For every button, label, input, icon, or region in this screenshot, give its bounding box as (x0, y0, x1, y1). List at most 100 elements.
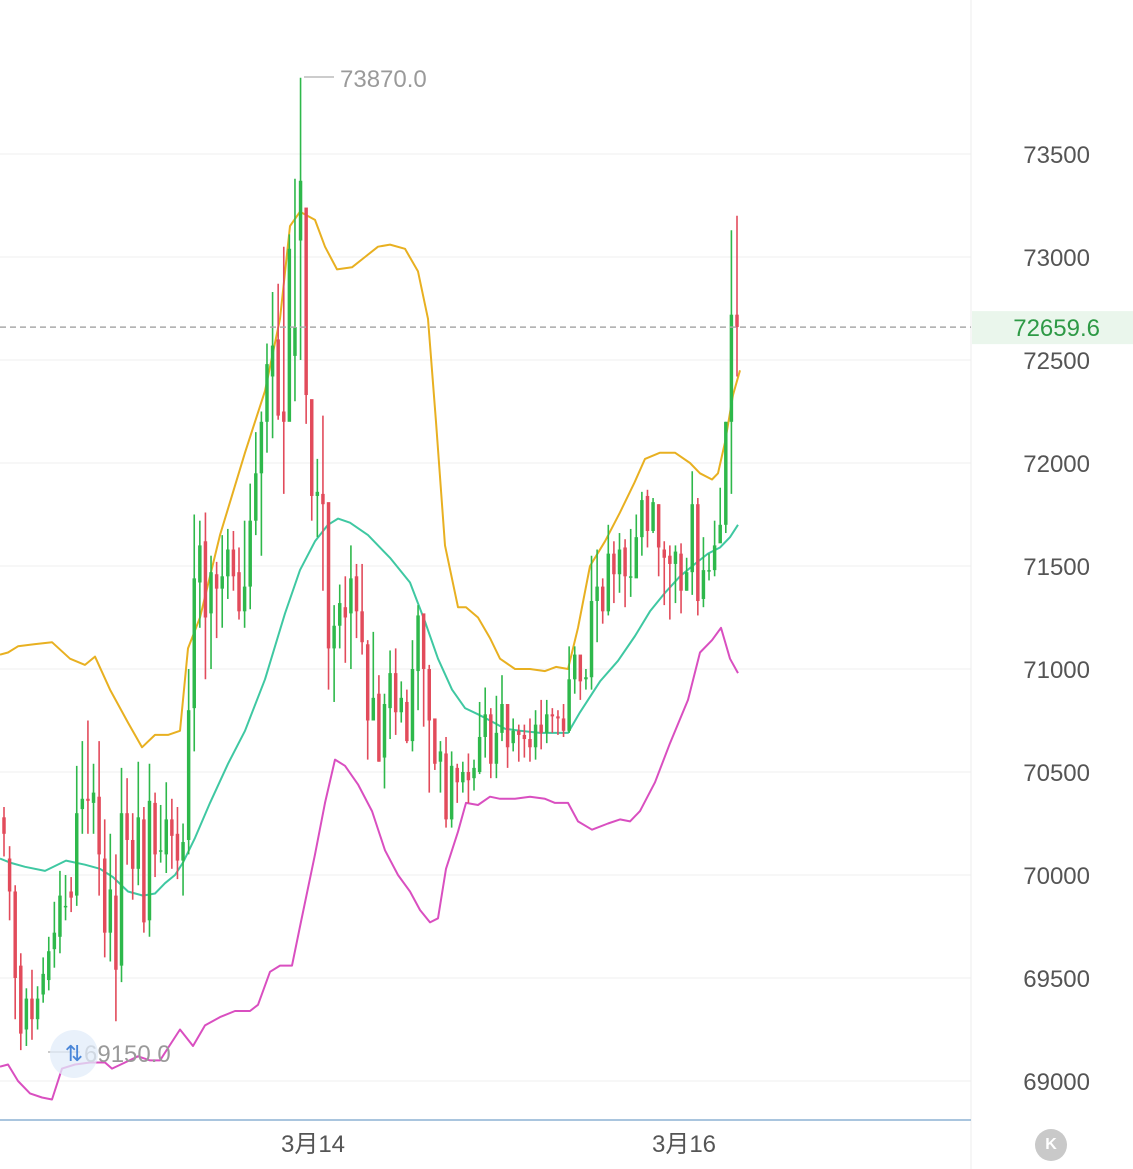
candle-33[interactable] (186, 669, 191, 855)
candle-16[interactable] (91, 763, 96, 834)
candle-24[interactable] (136, 761, 141, 886)
candle-84[interactable] (472, 759, 476, 791)
candle-52[interactable] (293, 178, 297, 402)
candle-47[interactable] (265, 343, 269, 453)
candle-43[interactable] (242, 520, 247, 628)
candle-78[interactable] (438, 741, 443, 793)
candle-69[interactable] (388, 650, 392, 740)
candle-14[interactable] (80, 741, 85, 834)
candle-1[interactable] (7, 846, 12, 921)
candle-104[interactable] (584, 669, 588, 690)
candle-5[interactable] (30, 969, 34, 1040)
candle-60[interactable] (337, 584, 342, 649)
candle-23[interactable] (130, 813, 135, 900)
candle-42[interactable] (237, 547, 241, 620)
candle-98[interactable] (550, 708, 555, 733)
candle-22[interactable] (125, 778, 129, 865)
candle-95[interactable] (533, 710, 538, 760)
candle-59[interactable] (332, 605, 336, 702)
candle-32[interactable] (181, 823, 185, 896)
candle-62[interactable] (349, 545, 353, 669)
candle-112[interactable] (628, 528, 633, 597)
candle-92[interactable] (517, 724, 521, 762)
candle-117[interactable] (656, 504, 661, 577)
candle-101[interactable] (567, 646, 571, 733)
candle-48[interactable] (270, 292, 275, 439)
candle-72[interactable] (405, 689, 409, 744)
candle-130[interactable] (729, 230, 734, 494)
candle-39[interactable] (220, 535, 224, 628)
candle-70[interactable] (393, 648, 398, 735)
candle-114[interactable] (640, 491, 644, 556)
candle-10[interactable] (58, 870, 62, 954)
candle-26[interactable] (147, 763, 152, 937)
candle-88[interactable] (494, 695, 499, 779)
candle-58[interactable] (326, 502, 331, 690)
candle-121[interactable] (679, 543, 683, 614)
candle-122[interactable] (684, 557, 689, 591)
candle-55[interactable] (310, 399, 314, 521)
candle-93[interactable] (522, 724, 527, 758)
swap-arrows-icon[interactable]: ⇅ (50, 1030, 98, 1078)
candle-19[interactable] (108, 833, 113, 962)
candle-126[interactable] (707, 553, 711, 581)
candle-27[interactable] (153, 792, 157, 878)
candle-46[interactable] (259, 411, 264, 556)
candle-36[interactable] (203, 512, 208, 680)
candle-8[interactable] (47, 936, 51, 991)
candle-53[interactable] (298, 77, 303, 360)
candle-31[interactable] (175, 807, 180, 880)
candle-100[interactable] (561, 704, 566, 737)
candle-41[interactable] (231, 530, 236, 591)
candle-64[interactable] (360, 563, 364, 655)
candle-28[interactable] (158, 804, 163, 863)
candle-87[interactable] (489, 708, 493, 779)
candle-109[interactable] (612, 541, 616, 604)
candle-74[interactable] (416, 605, 420, 711)
candle-44[interactable] (248, 483, 252, 610)
candle-0[interactable] (2, 807, 6, 857)
candle-54[interactable] (304, 207, 308, 424)
candle-75[interactable] (421, 613, 426, 727)
candle-118[interactable] (662, 541, 666, 606)
candle-51[interactable] (287, 234, 292, 422)
candle-82[interactable] (461, 761, 465, 793)
candle-61[interactable] (343, 576, 348, 663)
candle-116[interactable] (651, 498, 655, 534)
candle-115[interactable] (645, 489, 650, 548)
candle-30[interactable] (170, 798, 174, 869)
candle-124[interactable] (696, 498, 700, 616)
candle-34[interactable] (192, 514, 196, 752)
candle-21[interactable] (119, 767, 124, 983)
candle-111[interactable] (623, 539, 627, 608)
candle-107[interactable] (600, 578, 605, 624)
candle-85[interactable] (477, 701, 482, 775)
candle-57[interactable] (321, 415, 325, 591)
candle-13[interactable] (75, 765, 79, 906)
candle-127[interactable] (712, 520, 717, 577)
candle-50[interactable] (282, 246, 286, 494)
candle-68[interactable] (382, 693, 387, 789)
candle-29[interactable] (164, 782, 169, 873)
candle-125[interactable] (701, 537, 706, 608)
candle-56[interactable] (315, 458, 320, 538)
candle-105[interactable] (589, 555, 594, 690)
candle-18[interactable] (102, 819, 107, 958)
candle-81[interactable] (455, 763, 459, 803)
candle-17[interactable] (97, 741, 101, 896)
candle-6[interactable] (35, 986, 40, 1030)
candle-12[interactable] (69, 877, 73, 913)
candle-97[interactable] (545, 699, 549, 744)
candle-102[interactable] (572, 646, 577, 694)
candle-91[interactable] (511, 718, 515, 752)
candle-15[interactable] (86, 720, 90, 834)
candle-94[interactable] (528, 718, 532, 762)
candle-40[interactable] (226, 528, 230, 599)
candle-11[interactable] (63, 875, 68, 921)
candle-120[interactable] (673, 545, 678, 604)
candle-99[interactable] (556, 710, 560, 735)
candle-7[interactable] (41, 957, 45, 1003)
candle-25[interactable] (142, 807, 146, 933)
candle-79[interactable] (444, 736, 448, 828)
candle-128[interactable] (718, 487, 722, 544)
